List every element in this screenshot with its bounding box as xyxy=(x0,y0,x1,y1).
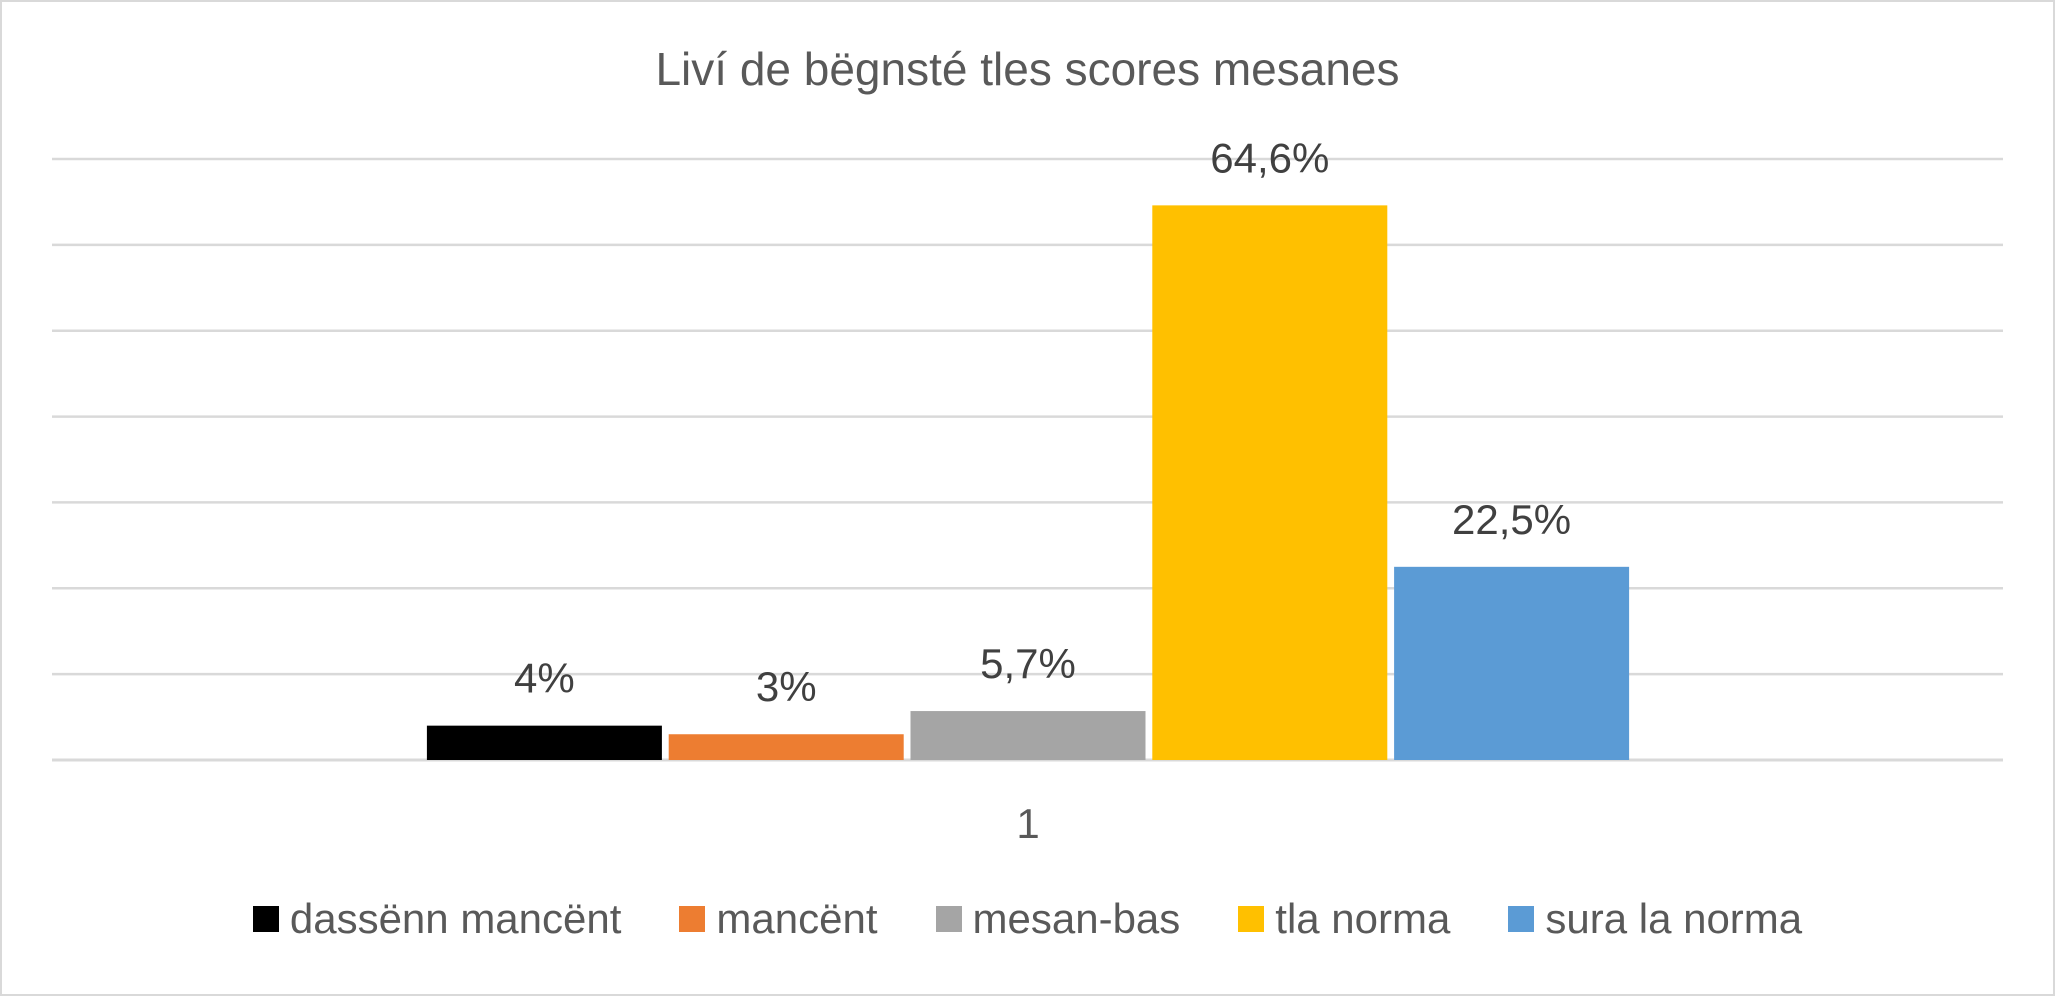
chart-legend: dassënn mancënt mancënt mesan-bas tla norma… xyxy=(0,895,2055,943)
legend-swatch xyxy=(679,906,706,932)
legend-label: mancënt xyxy=(716,895,878,942)
legend-item: tla norma xyxy=(1238,895,1450,943)
legend-label: sura la norma xyxy=(1545,895,1803,942)
legend-swatch xyxy=(935,906,962,932)
data-label-5: 22,5% xyxy=(1452,496,1571,543)
legend-item: mesan-bas xyxy=(935,895,1181,943)
data-label-1: 4% xyxy=(514,655,575,702)
bar-2 xyxy=(668,734,904,760)
chart-title: Liví de bëgnsté tles scores mesanes xyxy=(655,43,1400,95)
bar-3 xyxy=(910,711,1146,760)
legend-label: mesan-bas xyxy=(972,895,1181,942)
bar-1 xyxy=(426,725,662,760)
data-label-2: 3% xyxy=(756,663,817,710)
data-label-4: 64,6% xyxy=(1210,134,1329,181)
bar-5 xyxy=(1394,566,1630,760)
legend-item: dassënn mancënt xyxy=(252,895,622,943)
data-label-3: 5,7% xyxy=(980,640,1076,687)
legend-label: dassënn mancënt xyxy=(289,895,622,942)
legend-item: sura la norma xyxy=(1508,895,1802,943)
x-tick-label: 1 xyxy=(1016,800,1039,847)
legend-item: mancënt xyxy=(679,895,878,943)
legend-swatch xyxy=(1238,906,1265,932)
legend-label: tla norma xyxy=(1275,895,1451,942)
legend-swatch xyxy=(252,906,279,932)
bar-4 xyxy=(1152,205,1388,760)
legend-swatch xyxy=(1508,906,1535,932)
